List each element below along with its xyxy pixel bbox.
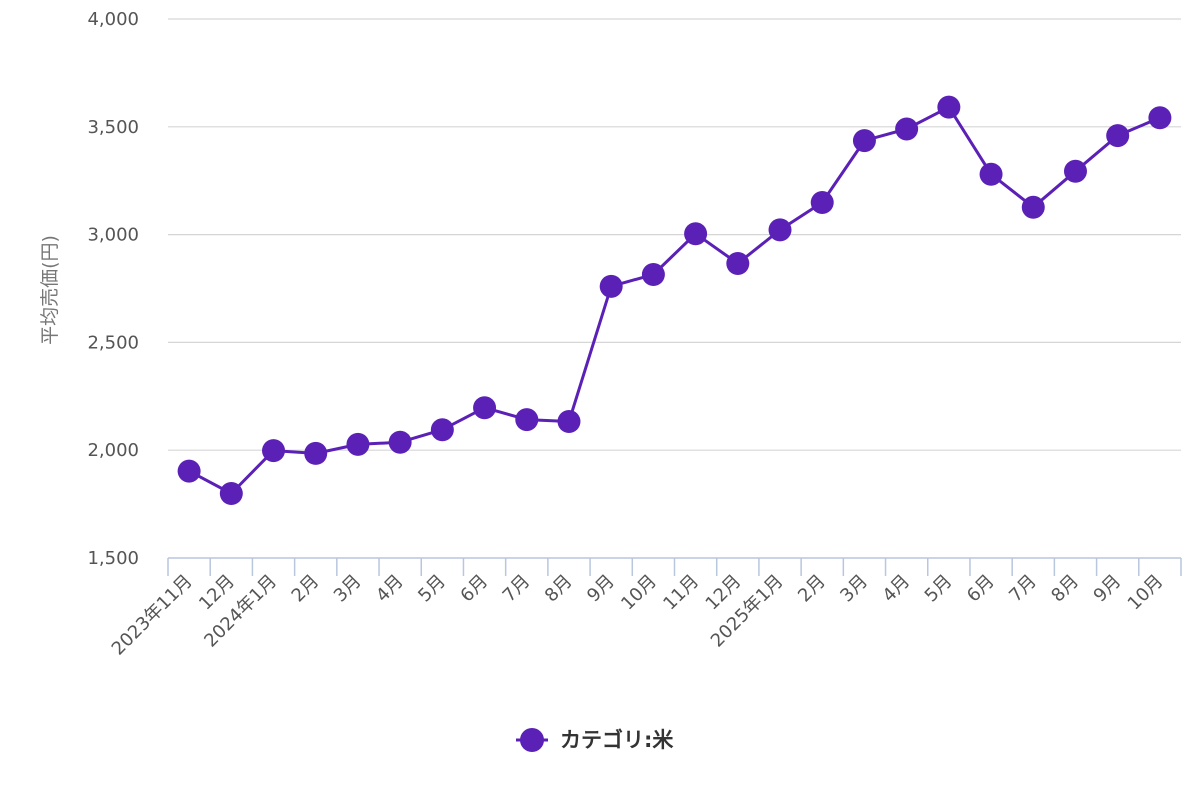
x-tick-label: 7月 (1005, 571, 1041, 607)
data-point[interactable] (473, 396, 497, 420)
x-tick-label: 9月 (583, 571, 619, 607)
x-tick-label: 4月 (879, 571, 915, 607)
x-tick-label: 2月 (288, 571, 324, 607)
x-tick-label: 7月 (499, 571, 535, 607)
x-tick-label: 8月 (541, 571, 577, 607)
x-tick-label: 5月 (414, 571, 450, 607)
data-point[interactable] (768, 218, 792, 242)
y-tick-label: 3,000 (87, 225, 139, 246)
data-point[interactable] (388, 430, 412, 454)
x-tick-label: 10月 (617, 571, 661, 615)
x-tick-label: 4月 (372, 571, 408, 607)
data-point[interactable] (979, 162, 1003, 186)
data-point[interactable] (1106, 124, 1130, 148)
y-tick-label: 2,500 (87, 332, 139, 353)
legend-marker (520, 728, 544, 752)
data-point[interactable] (641, 262, 665, 286)
data-point[interactable] (1063, 159, 1087, 183)
data-point[interactable] (726, 251, 750, 275)
data-point[interactable] (937, 95, 961, 119)
y-tick-label: 4,000 (87, 9, 139, 30)
data-point[interactable] (515, 408, 539, 432)
x-tick-label: 2月 (794, 571, 830, 607)
x-tick-label: 2023年11月 (108, 571, 197, 660)
x-tick-label: 8月 (1047, 571, 1083, 607)
y-tick-label: 1,500 (87, 548, 139, 569)
y-tick-label: 3,500 (87, 117, 139, 138)
x-tick-label: 11月 (659, 571, 703, 615)
legend-label: カテゴリ:米 (560, 728, 674, 752)
data-point[interactable] (810, 190, 834, 214)
y-axis-title: 平均売価(円) (39, 235, 61, 345)
data-point[interactable] (262, 439, 286, 463)
data-point[interactable] (684, 222, 708, 246)
series-layer (177, 95, 1172, 506)
data-point[interactable] (852, 129, 876, 153)
data-point[interactable] (346, 432, 370, 456)
x-tick-label: 6月 (963, 571, 999, 607)
x-tick-label: 9月 (1090, 571, 1126, 607)
data-point[interactable] (557, 410, 581, 434)
data-point[interactable] (430, 418, 454, 442)
x-tick-label: 10月 (1124, 571, 1168, 615)
x-tick-label: 5月 (921, 571, 957, 607)
x-tick-label: 6月 (456, 571, 492, 607)
y-tick-label: 2,000 (87, 440, 139, 461)
y-axis: 1,500 2,000 2,500 3,000 3,500 4,000 (87, 9, 139, 569)
x-tick-label: 3月 (836, 571, 872, 607)
data-point[interactable] (1148, 106, 1172, 130)
data-point[interactable] (304, 441, 328, 465)
data-point[interactable] (1021, 195, 1045, 219)
x-tick-label: 3月 (330, 571, 366, 607)
grid-lines (168, 18, 1181, 451)
data-point[interactable] (895, 117, 919, 141)
legend[interactable]: カテゴリ:米 (516, 728, 674, 752)
series-line (188, 105, 1161, 495)
data-point[interactable] (177, 459, 201, 483)
data-point[interactable] (219, 482, 243, 506)
data-point[interactable] (599, 274, 623, 298)
